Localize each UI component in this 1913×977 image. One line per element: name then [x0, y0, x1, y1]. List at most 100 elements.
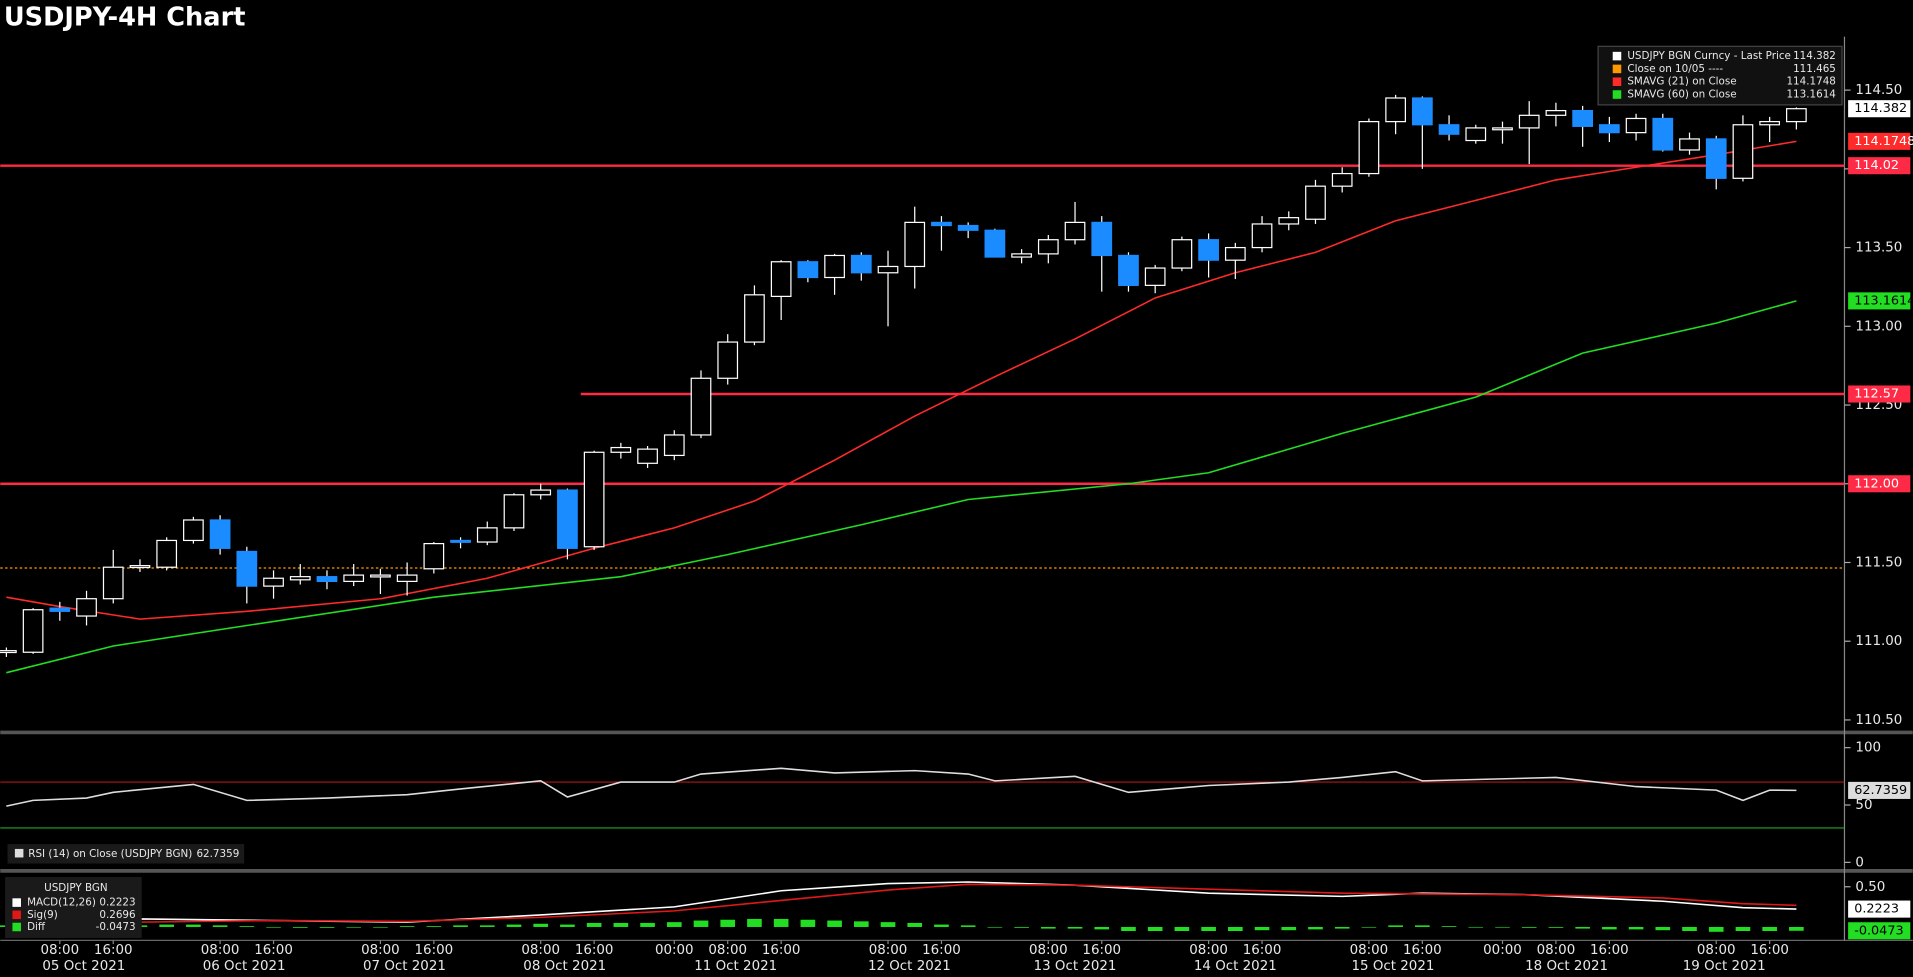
- candle-body: [877, 265, 899, 274]
- legend-value: 114.382: [1793, 50, 1836, 62]
- y-tick-label: 114.50: [1855, 83, 1902, 98]
- candle-body: [1037, 239, 1059, 255]
- series-value-label-box: [1848, 132, 1911, 150]
- candle-body: [236, 550, 258, 587]
- level-label: 114.02: [1854, 158, 1899, 173]
- level-label-box: [1848, 385, 1911, 403]
- diff-bar: [1708, 926, 1724, 932]
- candle-body: [824, 254, 845, 279]
- legend-value: 62.7359: [196, 848, 239, 860]
- legend-label: USDJPY BGN Curncy - Last Price: [1627, 50, 1791, 62]
- diff-bar: [880, 922, 896, 927]
- diff-bar: [747, 918, 762, 927]
- diff-bar: [1361, 926, 1377, 928]
- diff-bar: [453, 925, 468, 927]
- diff-bar: [613, 922, 629, 927]
- candle-body: [49, 607, 71, 612]
- candle-body: [931, 221, 952, 227]
- candle-body: [1652, 117, 1674, 151]
- candle-body: [1064, 221, 1086, 241]
- candle-body: [0, 650, 17, 654]
- candle-body: [76, 598, 97, 617]
- date-label: 19 Oct 2021: [1683, 959, 1766, 974]
- candle-body: [557, 489, 578, 549]
- candle-body: [1171, 239, 1193, 269]
- x-tick-label: 16:00: [1750, 943, 1789, 958]
- candle-body: [1759, 121, 1781, 126]
- candle-body: [1385, 97, 1406, 123]
- legend-swatch: [12, 898, 21, 907]
- diff-bar: [159, 924, 174, 927]
- series-value-label: 62.7359: [1854, 783, 1907, 798]
- x-tick-label: 08:00: [1189, 943, 1228, 958]
- diff-bar: [1201, 926, 1216, 931]
- diff-bar: [239, 926, 255, 927]
- diff-bar: [987, 926, 1003, 928]
- diff-bar: [186, 924, 201, 927]
- candle-body: [423, 542, 445, 570]
- diff-bar: [907, 922, 923, 927]
- candle-body: [1518, 114, 1540, 129]
- legend-value: 114.1748: [1786, 76, 1835, 88]
- candle-body: [1198, 239, 1219, 261]
- legend-title: USDJPY BGN: [44, 882, 108, 894]
- candle-body: [1598, 124, 1620, 134]
- diff-bar: [934, 924, 949, 927]
- diff-bar: [346, 926, 362, 928]
- y-tick-label: 111.00: [1855, 634, 1902, 649]
- candle-body: [370, 574, 391, 578]
- level-label-box: [1848, 157, 1911, 175]
- candle-body: [850, 254, 872, 274]
- candle-body: [1572, 109, 1594, 127]
- series-value-label: 0.2223: [1854, 902, 1899, 917]
- candle-body: [1305, 185, 1326, 220]
- date-label: 18 Oct 2021: [1525, 959, 1608, 974]
- diff-bar: [266, 926, 281, 928]
- x-tick-label: 16:00: [1590, 943, 1629, 958]
- date-label: 05 Oct 2021: [42, 959, 125, 974]
- legend-label: Close on 10/05 ----: [1627, 63, 1723, 75]
- series-line: [6, 140, 1797, 620]
- candle-body: [904, 221, 926, 268]
- candle-body: [156, 539, 178, 568]
- x-tick-label: 16:00: [1243, 943, 1282, 958]
- candle-body: [1492, 127, 1513, 131]
- candle-body: [530, 489, 552, 496]
- diff-bar: [1388, 925, 1403, 927]
- diff-bar: [1789, 926, 1804, 931]
- candle-body: [1278, 217, 1300, 225]
- candle-body: [1732, 124, 1754, 179]
- candle-body: [22, 609, 44, 653]
- diff-bar: [1094, 926, 1110, 930]
- legend-box: [5, 876, 142, 938]
- legend-value: -0.0473: [96, 921, 136, 933]
- candle-body: [129, 565, 151, 569]
- date-label: 07 Oct 2021: [363, 959, 446, 974]
- x-tick-label: 08:00: [1697, 943, 1736, 958]
- x-tick-label: 08:00: [1350, 943, 1389, 958]
- diff-bar: [1468, 926, 1484, 928]
- diff-bar: [693, 920, 709, 927]
- y-tick-label: 110.50: [1855, 713, 1902, 728]
- x-tick-label: 16:00: [254, 943, 293, 958]
- legend-label: SMAVG (60) on Close: [1627, 89, 1736, 101]
- date-label: 15 Oct 2021: [1352, 959, 1435, 974]
- diff-bar: [827, 920, 842, 927]
- y-tick-label: 113.00: [1855, 319, 1902, 334]
- legend-value: 0.2223: [99, 897, 135, 909]
- candle-body: [316, 576, 338, 582]
- diff-bar: [319, 926, 335, 928]
- date-label: 11 Oct 2021: [694, 959, 777, 974]
- diff-bar: [586, 922, 602, 927]
- x-tick-label: 16:00: [922, 943, 961, 958]
- x-tick-label: 08:00: [361, 943, 400, 958]
- legend-swatch: [1612, 51, 1622, 61]
- diff-bar: [1415, 925, 1430, 927]
- legend-swatch: [12, 910, 21, 920]
- candle-body: [263, 577, 284, 587]
- candle-body: [717, 341, 739, 379]
- diff-bar: [426, 926, 442, 927]
- diff-bar: [1735, 926, 1751, 931]
